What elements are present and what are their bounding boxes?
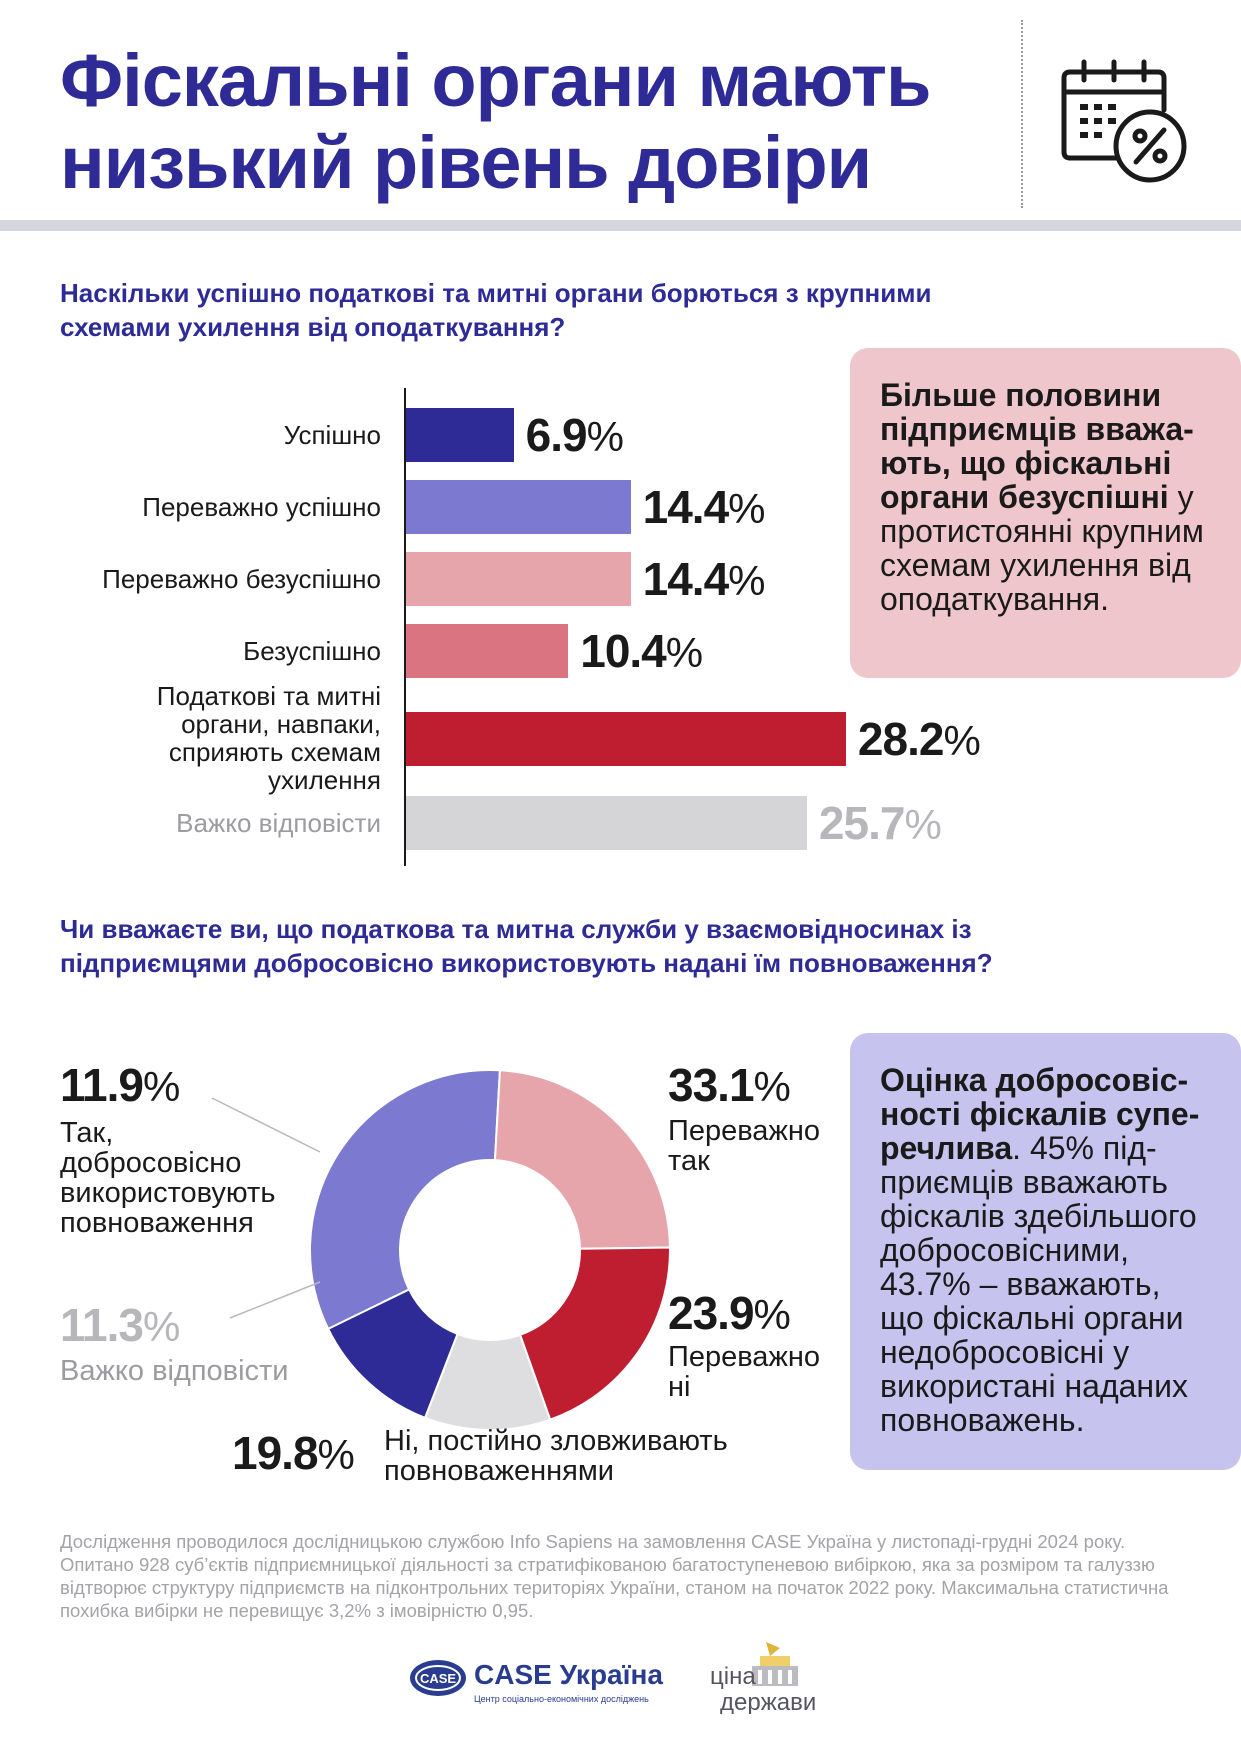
bar-label: Переважно успішно	[142, 492, 381, 522]
cina-logo-line-1: ціна	[710, 1663, 756, 1690]
bar	[406, 408, 514, 462]
header-divider	[1021, 20, 1023, 208]
bar	[406, 480, 631, 534]
building-icon	[752, 1642, 798, 1686]
callout-bar-summary: Більше половини підприємців вважа­ють, щ…	[850, 348, 1241, 678]
bar-label: Безуспішно	[243, 636, 381, 666]
callout-2-bold: Оцінка добросовіс­ності фіскалів супе­ре…	[880, 1062, 1200, 1166]
bar-label: Успішно	[283, 420, 381, 450]
callout-1-bold: Більше половини підприємців вважа­ють, щ…	[880, 377, 1194, 515]
donut-slice	[518, 1246, 671, 1421]
donut-slice	[309, 1069, 501, 1331]
case-ukraine-logo: CASE CASE Україна Центр соціально-економ…	[410, 1659, 663, 1704]
question-1: Наскільки успішно податкові та митні орг…	[60, 278, 932, 342]
bar-value-label: 14.4%	[642, 481, 766, 533]
donut-category-label: Переважно так	[668, 1115, 820, 1177]
cina-logo-line-2: держави	[720, 1689, 816, 1714]
donut-value-label: 23.9%	[668, 1287, 791, 1339]
donut-value-label: 33.1%	[668, 1059, 791, 1111]
case-logo-tagline: Центр соціально-економічних досліджень	[474, 1694, 649, 1704]
bar	[406, 712, 846, 766]
bar-value-label: 10.4%	[580, 625, 703, 677]
footnote: Дослідження проводилося дослідницькою сл…	[60, 1531, 1169, 1621]
header-rule	[0, 220, 1241, 231]
case-logo-badge: CASE	[420, 1671, 456, 1686]
donut-category-label: Так, добросовісно використовують повнова…	[60, 1117, 276, 1239]
donut-category-label: Важко відповісти	[60, 1355, 289, 1387]
callout-2-text: . 45% під­приємців вважають фіскалів зде…	[880, 1130, 1197, 1438]
callout-donut-summary: Оцінка добросовіс­ності фіскалів супе­ре…	[850, 1033, 1241, 1470]
donut-slice	[326, 1288, 459, 1420]
donut-category-label: Переважно ні	[668, 1341, 820, 1403]
question-2: Чи вважаєте ви, що податкова та митна сл…	[60, 914, 993, 978]
bar	[406, 624, 569, 678]
donut-chart	[309, 1069, 671, 1431]
calendar-percent-icon	[1061, 59, 1187, 183]
page-title: Фіскальні органи мають низький рівень до…	[60, 40, 960, 204]
bar-value-label: 28.2%	[857, 713, 981, 765]
cina-derzhavy-logo: ціна держави	[710, 1642, 816, 1714]
bar	[406, 552, 631, 606]
bar-label: Податкові та митні органи, навпаки, спри…	[156, 681, 381, 795]
bar-value-label: 6.9%	[525, 409, 624, 461]
title-line-1: Фіскальні органи мають	[60, 39, 932, 122]
bar-chart-axis	[404, 388, 406, 866]
bar-value-label: 14.4%	[642, 553, 766, 605]
donut-value-label: 11.9%	[60, 1059, 180, 1111]
donut-category-label: Ні, постійно зловживають повноваженнями	[384, 1425, 728, 1487]
bar-label: Важко відповісти	[176, 808, 381, 838]
donut-value-label: 19.8%	[232, 1427, 355, 1479]
bar	[406, 796, 807, 850]
bar-value-label: 25.7%	[818, 797, 942, 849]
case-logo-name: CASE Україна	[474, 1659, 663, 1690]
callout-1-text: у протистоянні крупним схемам ухилення в…	[880, 479, 1204, 617]
title-line-2: низький рівень довіри	[60, 121, 872, 204]
donut-value-label: 11.3%	[60, 1299, 180, 1351]
bar-label: Переважно безуспішно	[102, 564, 381, 594]
donut-slice	[493, 1069, 671, 1250]
